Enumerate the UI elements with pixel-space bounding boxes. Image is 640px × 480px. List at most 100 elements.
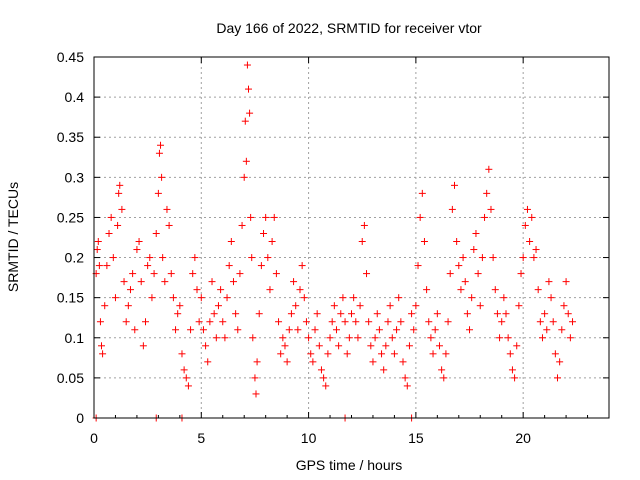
y-tick-label: 0.15 bbox=[57, 290, 84, 306]
data-point bbox=[554, 374, 561, 382]
data-point bbox=[352, 318, 360, 326]
data-point bbox=[229, 278, 237, 286]
data-point bbox=[472, 229, 480, 237]
data-point bbox=[418, 189, 426, 197]
data-point bbox=[294, 326, 302, 334]
y-tick-label: 0.05 bbox=[57, 370, 84, 386]
data-point bbox=[496, 334, 504, 342]
data-point bbox=[498, 318, 506, 326]
y-tick-label: 0.2 bbox=[65, 250, 85, 266]
data-point bbox=[260, 229, 268, 237]
data-point bbox=[332, 326, 340, 334]
data-point bbox=[337, 310, 345, 318]
data-point bbox=[305, 334, 313, 342]
data-point bbox=[547, 294, 555, 302]
data-point bbox=[423, 286, 431, 294]
data-point bbox=[99, 350, 107, 358]
data-point bbox=[197, 294, 205, 302]
data-point bbox=[474, 270, 482, 278]
data-point bbox=[135, 238, 143, 246]
data-point bbox=[214, 302, 222, 310]
data-point bbox=[393, 326, 401, 334]
data-point bbox=[227, 238, 235, 246]
data-point bbox=[309, 358, 317, 366]
data-point bbox=[320, 374, 328, 382]
data-point bbox=[345, 334, 353, 342]
data-point bbox=[313, 310, 321, 318]
data-point bbox=[122, 318, 130, 326]
data-point bbox=[373, 310, 381, 318]
data-point bbox=[466, 326, 474, 334]
data-point bbox=[388, 334, 396, 342]
data-point bbox=[356, 302, 364, 310]
data-point bbox=[234, 326, 242, 334]
data-point bbox=[395, 294, 403, 302]
data-point bbox=[562, 278, 570, 286]
data-point bbox=[556, 358, 564, 366]
data-point bbox=[172, 326, 180, 334]
data-point bbox=[246, 109, 254, 117]
data-point bbox=[431, 326, 439, 334]
data-point bbox=[390, 350, 398, 358]
data-point bbox=[500, 294, 508, 302]
data-point bbox=[517, 270, 525, 278]
data-point bbox=[551, 350, 559, 358]
data-point bbox=[513, 342, 521, 350]
data-point bbox=[341, 318, 349, 326]
data-point bbox=[146, 254, 154, 262]
y-tick-label: 0.1 bbox=[65, 330, 85, 346]
data-point bbox=[444, 318, 452, 326]
x-tick-label: 15 bbox=[408, 430, 424, 446]
data-point bbox=[403, 382, 411, 390]
data-point bbox=[232, 310, 240, 318]
data-point bbox=[478, 254, 486, 262]
data-point bbox=[440, 374, 448, 382]
data-point bbox=[515, 302, 523, 310]
data-point bbox=[382, 342, 390, 350]
data-point bbox=[461, 278, 469, 286]
y-tick-label: 0.35 bbox=[57, 129, 84, 145]
data-point bbox=[526, 238, 534, 246]
y-tick-label: 0.3 bbox=[65, 169, 85, 185]
y-tick-label: 0.25 bbox=[57, 209, 84, 225]
data-point bbox=[245, 85, 252, 93]
data-point bbox=[225, 262, 233, 270]
data-point bbox=[538, 334, 546, 342]
data-point bbox=[144, 262, 152, 270]
data-point bbox=[457, 286, 465, 294]
data-point bbox=[339, 294, 347, 302]
data-point bbox=[287, 310, 295, 318]
data-point bbox=[519, 254, 527, 262]
data-point bbox=[285, 326, 293, 334]
data-point bbox=[302, 318, 310, 326]
data-point bbox=[191, 254, 199, 262]
chart-title: Day 166 of 2022, SRMTID for receiver vto… bbox=[216, 20, 482, 36]
data-point bbox=[155, 149, 163, 157]
y-tick-label: 0 bbox=[76, 410, 84, 426]
data-point bbox=[111, 294, 119, 302]
data-point bbox=[199, 326, 207, 334]
data-point bbox=[343, 350, 351, 358]
data-point bbox=[541, 310, 549, 318]
data-point bbox=[255, 310, 263, 318]
data-point bbox=[536, 318, 544, 326]
data-point bbox=[193, 286, 201, 294]
data-point bbox=[375, 326, 383, 334]
data-point bbox=[354, 334, 362, 342]
x-tick-label: 10 bbox=[301, 430, 317, 446]
data-point bbox=[154, 189, 162, 197]
data-point bbox=[414, 262, 422, 270]
data-point bbox=[506, 350, 514, 358]
data-point bbox=[163, 205, 171, 213]
data-point bbox=[242, 157, 250, 165]
data-point bbox=[126, 286, 134, 294]
data-point bbox=[272, 270, 280, 278]
data-point bbox=[279, 334, 287, 342]
data-point bbox=[167, 270, 175, 278]
data-point bbox=[350, 294, 358, 302]
data-point bbox=[103, 262, 111, 270]
data-point bbox=[251, 374, 259, 382]
data-point bbox=[386, 302, 394, 310]
data-point bbox=[240, 173, 248, 181]
data-point bbox=[384, 318, 392, 326]
